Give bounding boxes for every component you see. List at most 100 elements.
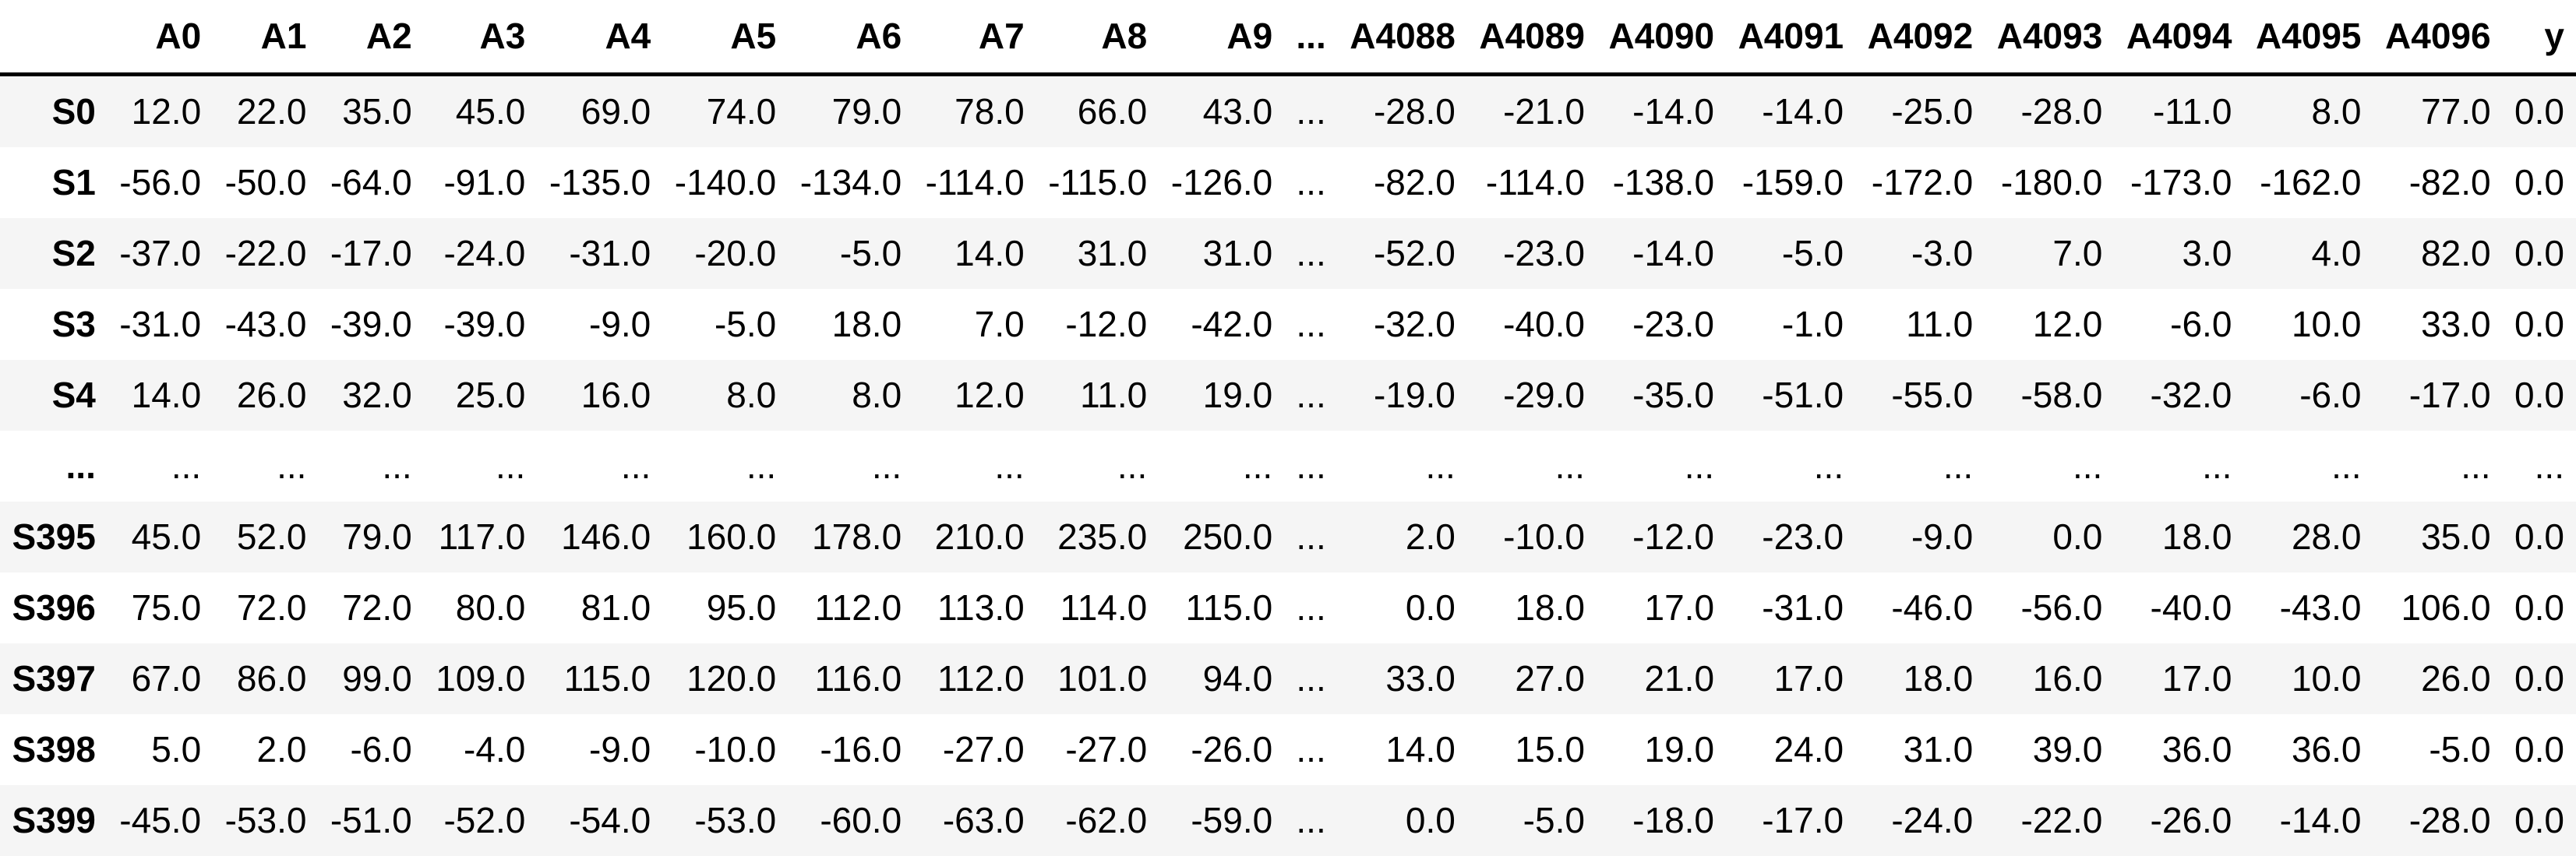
table-cell: 2.0 xyxy=(213,714,318,785)
table-cell: 25.0 xyxy=(424,360,538,431)
table-cell: 74.0 xyxy=(662,75,788,148)
table-cell: ... xyxy=(1284,643,1338,714)
table-cell: 0.0 xyxy=(2503,572,2576,643)
table-cell: -50.0 xyxy=(213,147,318,218)
table-cell: 11.0 xyxy=(1855,289,1985,360)
table-cell: -37.0 xyxy=(108,218,213,289)
row-index-label: S2 xyxy=(0,218,108,289)
table-cell: -20.0 xyxy=(662,218,788,289)
column-header: A5 xyxy=(662,0,788,75)
table-cell: 178.0 xyxy=(788,502,913,572)
table-cell: -134.0 xyxy=(788,147,913,218)
table-cell: -26.0 xyxy=(1159,714,1284,785)
table-cell: 0.0 xyxy=(1338,785,1467,856)
row-index-label: S0 xyxy=(0,75,108,148)
table-cell: ... xyxy=(1338,431,1467,502)
column-header: A4091 xyxy=(1726,0,1855,75)
table-cell: -53.0 xyxy=(662,785,788,856)
table-cell: 4.0 xyxy=(2243,218,2373,289)
table-cell: 72.0 xyxy=(318,572,423,643)
table-cell: 81.0 xyxy=(537,572,662,643)
table-cell: 8.0 xyxy=(662,360,788,431)
table-cell: 94.0 xyxy=(1159,643,1284,714)
table-cell: ... xyxy=(424,431,538,502)
table-cell: 235.0 xyxy=(1036,502,1159,572)
table-cell: -27.0 xyxy=(913,714,1036,785)
table-cell: 39.0 xyxy=(1985,714,2114,785)
table-cell: 28.0 xyxy=(2243,502,2373,572)
table-cell: 16.0 xyxy=(1985,643,2114,714)
table-cell: -10.0 xyxy=(662,714,788,785)
table-cell: -31.0 xyxy=(537,218,662,289)
table-cell: 0.0 xyxy=(2503,75,2576,148)
table-cell: -60.0 xyxy=(788,785,913,856)
table-cell: -14.0 xyxy=(1597,75,1726,148)
table-cell: -39.0 xyxy=(318,289,423,360)
table-cell: 78.0 xyxy=(913,75,1036,148)
table-cell: -35.0 xyxy=(1597,360,1726,431)
table-cell: -6.0 xyxy=(2114,289,2243,360)
table-cell: -5.0 xyxy=(788,218,913,289)
row-index-label: S1 xyxy=(0,147,108,218)
table-cell: ... xyxy=(662,431,788,502)
table-cell: 17.0 xyxy=(2114,643,2243,714)
table-cell: -180.0 xyxy=(1985,147,2114,218)
table-cell: -43.0 xyxy=(2243,572,2373,643)
table-cell: -39.0 xyxy=(424,289,538,360)
table-cell: ... xyxy=(1284,502,1338,572)
table-cell: 14.0 xyxy=(108,360,213,431)
table-cell: ... xyxy=(1284,75,1338,148)
column-header: A7 xyxy=(913,0,1036,75)
table-cell: 5.0 xyxy=(108,714,213,785)
table-cell: 16.0 xyxy=(537,360,662,431)
table-cell: 43.0 xyxy=(1159,75,1284,148)
table-cell: -1.0 xyxy=(1726,289,1855,360)
table-cell: 31.0 xyxy=(1855,714,1985,785)
table-cell: 11.0 xyxy=(1036,360,1159,431)
table-cell: -28.0 xyxy=(2373,785,2503,856)
table-cell: 99.0 xyxy=(318,643,423,714)
table-cell: -114.0 xyxy=(1467,147,1597,218)
table-cell: -12.0 xyxy=(1597,502,1726,572)
table-cell: 113.0 xyxy=(913,572,1036,643)
table-cell: -40.0 xyxy=(1467,289,1597,360)
table-cell: -59.0 xyxy=(1159,785,1284,856)
table-cell: 31.0 xyxy=(1159,218,1284,289)
data-row: S399-45.0-53.0-51.0-52.0-54.0-53.0-60.0-… xyxy=(0,785,2576,856)
table-cell: ... xyxy=(108,431,213,502)
table-cell: ... xyxy=(913,431,1036,502)
table-cell: ... xyxy=(318,431,423,502)
table-cell: -21.0 xyxy=(1467,75,1597,148)
table-cell: 10.0 xyxy=(2243,289,2373,360)
table-cell: -6.0 xyxy=(318,714,423,785)
table-cell: 66.0 xyxy=(1036,75,1159,148)
row-index-label: S397 xyxy=(0,643,108,714)
table-cell: -43.0 xyxy=(213,289,318,360)
table-cell: -25.0 xyxy=(1855,75,1985,148)
table-cell: -19.0 xyxy=(1338,360,1467,431)
table-cell: ... xyxy=(1284,572,1338,643)
table-cell: -31.0 xyxy=(108,289,213,360)
table-cell: ... xyxy=(2373,431,2503,502)
table-cell: 36.0 xyxy=(2114,714,2243,785)
table-cell: 0.0 xyxy=(1985,502,2114,572)
table-cell: 101.0 xyxy=(1036,643,1159,714)
table-cell: -56.0 xyxy=(108,147,213,218)
table-cell: -82.0 xyxy=(2373,147,2503,218)
table-cell: -24.0 xyxy=(424,218,538,289)
column-header: A4093 xyxy=(1985,0,2114,75)
table-cell: 18.0 xyxy=(1855,643,1985,714)
table-cell: ... xyxy=(1726,431,1855,502)
column-header: A0 xyxy=(108,0,213,75)
table-cell: 117.0 xyxy=(424,502,538,572)
table-cell: ... xyxy=(1284,360,1338,431)
table-cell: -58.0 xyxy=(1985,360,2114,431)
table-cell: -55.0 xyxy=(1855,360,1985,431)
